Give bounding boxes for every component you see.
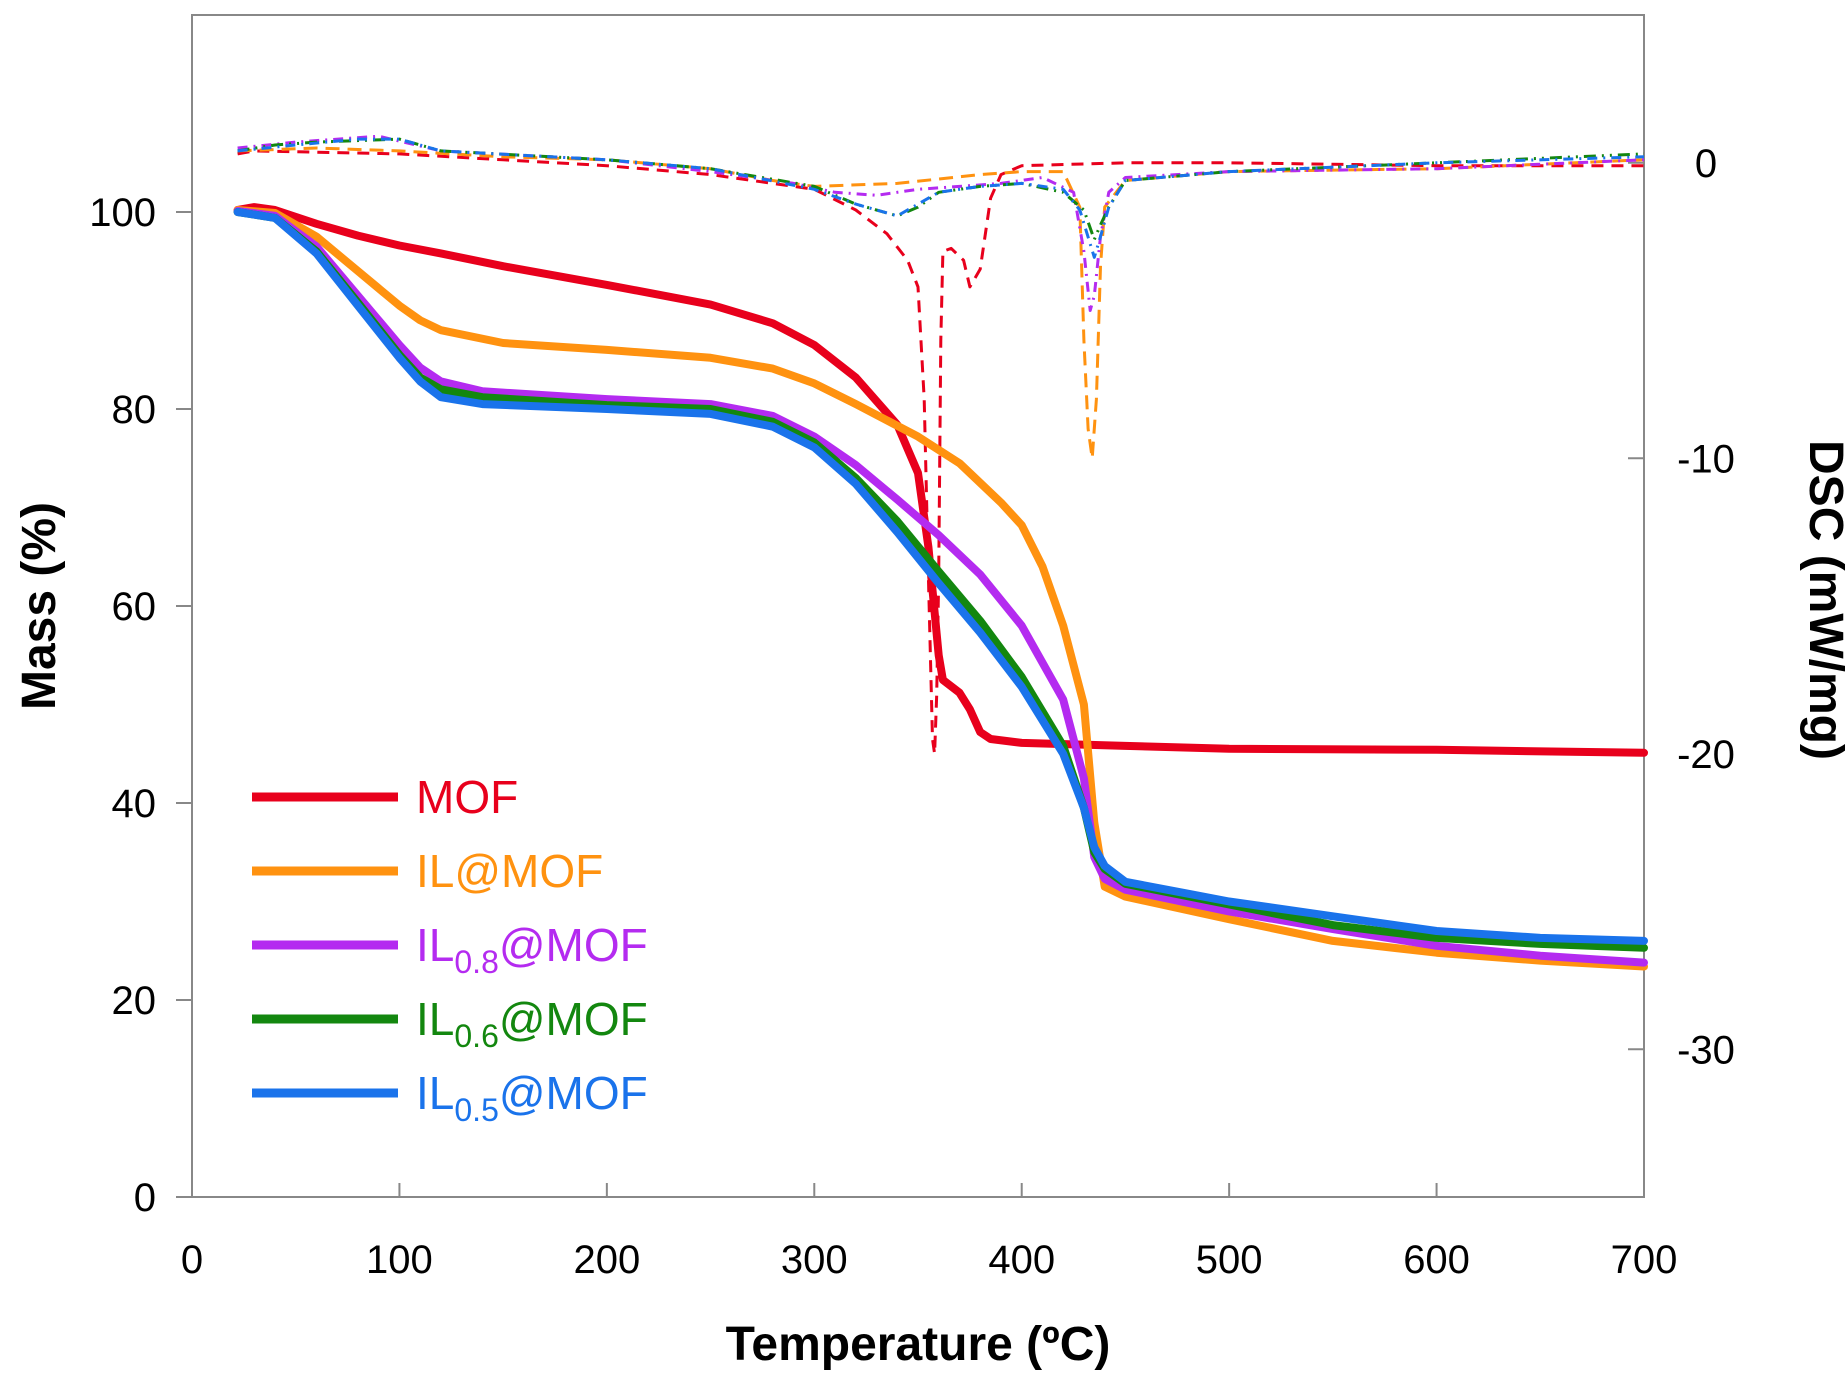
y-tick-label: 60 [112,585,157,629]
x-axis-ticks: 0 100 200 300 400 500 600 700 [181,1183,1678,1282]
y2-tick-label: -10 [1677,437,1735,481]
legend-label: IL0.6@MOF [416,993,648,1054]
x-tick-label: 100 [366,1238,433,1282]
x-tick-label: 500 [1196,1238,1263,1282]
y2-tick-label: -30 [1677,1028,1735,1072]
y2-axis-title: DSC (mW/mg) [1799,440,1848,760]
mass-line-ilmof [233,206,1648,971]
legend-label: IL@MOF [416,845,603,897]
y2-tick-label: 0 [1695,142,1717,186]
x-tick-label: 400 [988,1238,1055,1282]
legend-label: IL0.8@MOF [416,919,648,980]
y-tick-label: 40 [112,782,157,826]
y2-axis-ticks: -30 -20 -10 0 [1628,142,1735,1072]
x-tick-label: 700 [1611,1238,1678,1282]
mass-series-group [233,203,1648,971]
plot-frame [191,14,1645,1198]
mass-line-il08 [233,207,1648,967]
y2-tick-label: -20 [1677,733,1735,777]
mass-line-il05 [233,208,1648,945]
y-axis-title: Mass (%) [13,502,66,710]
x-tick-label: 0 [181,1238,203,1282]
x-axis-title: Temperature (ºC) [726,1318,1111,1371]
dsc-line-mof [237,149,1644,756]
y-tick-label: 80 [112,388,157,432]
legend-label: MOF [416,771,518,823]
y-axis-ticks: 0 20 40 60 80 100 [89,191,192,1220]
legend-label: IL0.5@MOF [416,1067,648,1128]
legend: MOF IL@MOF IL0.8@MOF IL0.6@MOF IL0.5@MOF [252,771,648,1128]
y-tick-label: 20 [112,979,157,1023]
x-tick-label: 200 [573,1238,640,1282]
dsc-line-il06 [237,137,1645,242]
dsc-series-group [237,134,1645,756]
y-tick-label: 0 [134,1176,156,1220]
x-tick-label: 300 [781,1238,848,1282]
x-tick-label: 600 [1403,1238,1470,1282]
y-tick-label: 100 [89,191,156,235]
